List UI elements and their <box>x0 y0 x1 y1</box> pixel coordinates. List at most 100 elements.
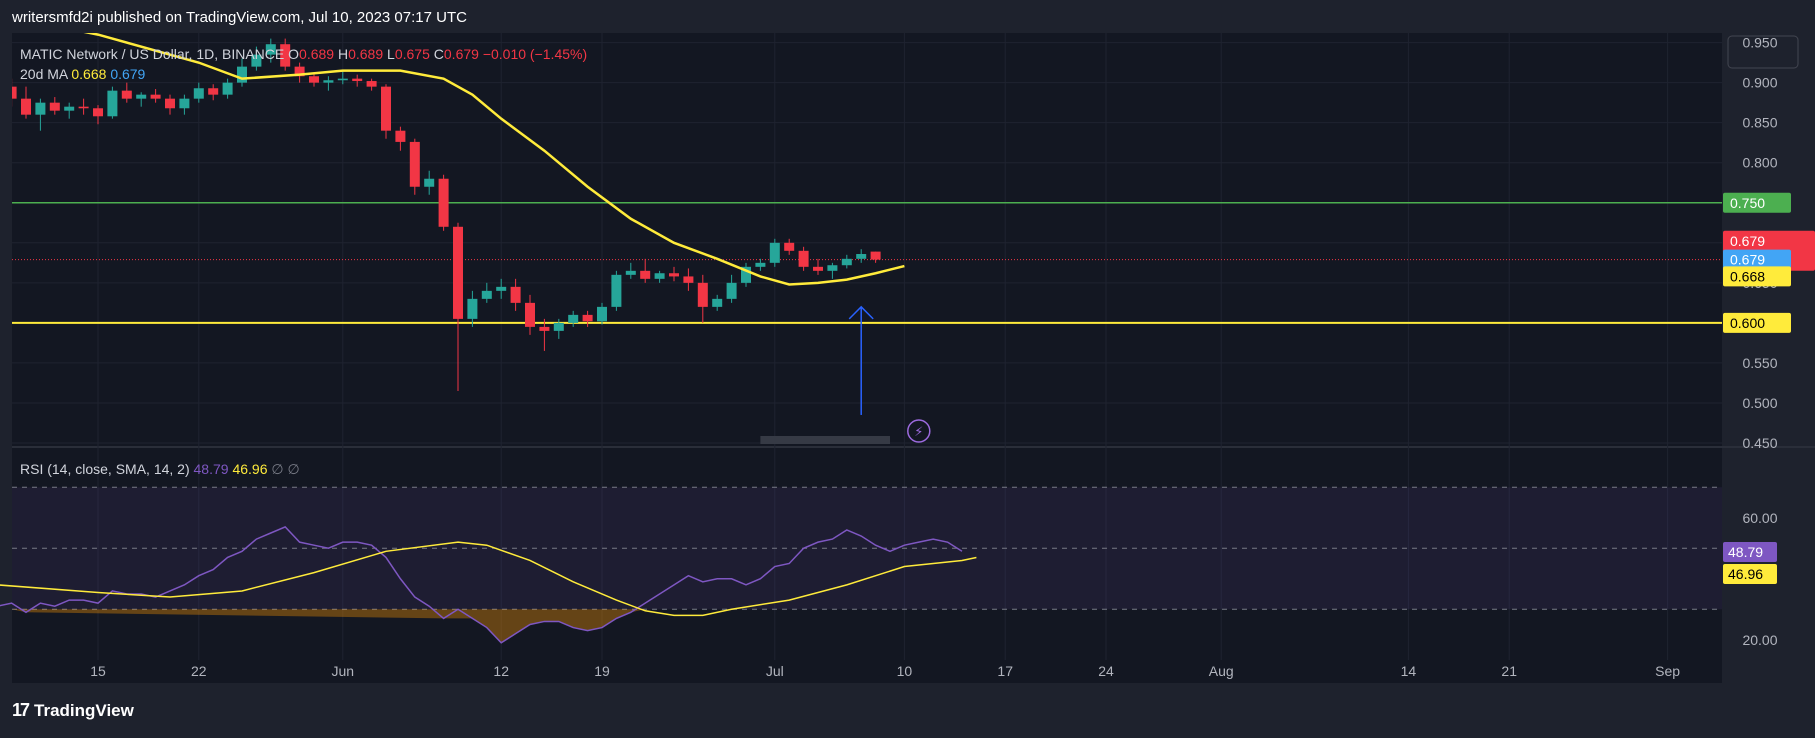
candle-down <box>798 250 809 267</box>
candle-down <box>93 108 103 117</box>
ohlc-legend: MATIC Network / US Dollar, 1D, BINANCE O… <box>20 46 587 62</box>
candle-up <box>467 298 478 319</box>
candlestick-series <box>12 38 881 391</box>
x-tick-label: 19 <box>594 663 610 679</box>
candle-up <box>193 88 204 99</box>
annotations: ⚡ <box>760 305 931 444</box>
candle-up <box>625 270 636 275</box>
x-tick-label: Jul <box>766 663 784 679</box>
candle-up <box>64 106 75 111</box>
price-tick-label: 0.800 <box>1742 155 1777 171</box>
lightning-glyph: ⚡ <box>914 424 923 439</box>
legend-c-value: 0.679 <box>444 46 483 62</box>
tradingview-footer[interactable]: 17 TradingView <box>12 700 134 721</box>
legend-o-value: 0.689 <box>299 46 338 62</box>
candle-up <box>741 266 751 283</box>
candle-down <box>683 276 694 283</box>
candle-down <box>539 326 550 331</box>
candle-down <box>582 314 593 322</box>
candle-down <box>352 78 363 82</box>
candle-down <box>208 88 219 95</box>
candle-down <box>12 86 17 99</box>
legend-h-value: 0.689 <box>348 46 387 62</box>
candle-up <box>654 273 665 279</box>
candle-down <box>453 226 463 319</box>
legend-ma-value1: 0.668 <box>71 66 110 82</box>
scroll-indicator <box>760 436 890 444</box>
legend-rsi-na2: ∅ <box>287 461 299 477</box>
legend-ma-label: 20d MA <box>20 66 71 82</box>
candle-up <box>136 94 147 99</box>
candle-up <box>755 262 766 267</box>
candle-down <box>150 94 161 99</box>
chart-area-bg <box>12 33 1722 683</box>
legend-change: −0.010 (−1.45%) <box>483 46 587 62</box>
ma20-line <box>83 33 905 286</box>
x-tick-label: Aug <box>1209 663 1234 679</box>
candle-down <box>165 98 175 109</box>
candle-down <box>669 273 679 277</box>
legend-o-label: O <box>288 46 299 62</box>
badge-ma-yellow: 0.668 <box>1730 268 1765 284</box>
candle-down <box>366 81 377 87</box>
candle-down <box>784 242 795 251</box>
price-badges: 0.7500.67916:42:490.6790.6680.60048.7946… <box>1723 35 1815 584</box>
candle-up <box>496 286 507 291</box>
moving-average-series <box>83 33 905 286</box>
x-tick-label: 15 <box>90 663 106 679</box>
candle-up <box>827 265 838 271</box>
candle-up <box>179 98 190 109</box>
candle-down <box>280 44 291 67</box>
candle-down <box>697 282 708 307</box>
candle-down <box>78 106 89 109</box>
rsi-oversold-fill <box>11 609 646 643</box>
x-tick-label: 21 <box>1501 663 1517 679</box>
badge-ma-yellow-bg <box>1723 266 1791 287</box>
candle-up <box>107 90 118 117</box>
x-tick-label: 10 <box>897 663 913 679</box>
badge-ma-blue-bg <box>1723 249 1791 270</box>
tradingview-brand: TradingView <box>34 700 134 720</box>
candle-down <box>294 66 305 77</box>
candle-up <box>597 306 607 322</box>
candle-down <box>438 178 449 227</box>
candle-up <box>323 80 334 83</box>
candle-up <box>856 254 867 259</box>
arrow-head <box>848 305 874 320</box>
badge-rsi-ma: 46.96 <box>1728 566 1763 582</box>
price-tick-label: 0.550 <box>1742 355 1777 371</box>
candle-up <box>568 314 579 323</box>
rsi-legend: RSI (14, close, SMA, 14, 2) 48.79 46.96 … <box>20 461 300 477</box>
chart-legend: MATIC Network / US Dollar, 1D, BINANCE O… <box>20 46 587 477</box>
badge-rsi-bg <box>1723 541 1777 562</box>
candle-up <box>35 102 46 115</box>
candle-up <box>237 66 247 83</box>
legend-ma-value2: 0.679 <box>110 66 145 82</box>
candle-up <box>424 178 435 187</box>
badge-level-upper: 0.750 <box>1730 195 1765 211</box>
rsi-tick-label: 20.00 <box>1742 632 1777 648</box>
x-tick-label: 17 <box>997 663 1013 679</box>
badge-last-price: 0.679 <box>1730 233 1765 249</box>
ma-group <box>83 33 905 286</box>
candle-down <box>121 90 132 99</box>
price-tick-label: 0.850 <box>1742 115 1777 131</box>
candle-down <box>870 251 881 260</box>
candle-up <box>726 282 737 299</box>
x-tick-label: 22 <box>191 663 207 679</box>
candle-up <box>769 242 780 263</box>
candle-up <box>222 82 233 95</box>
candle-down <box>813 266 823 271</box>
price-tick-label: 0.900 <box>1742 75 1777 91</box>
legend-rsi-na1: ∅ <box>271 461 287 477</box>
candle-up <box>841 258 852 266</box>
badge-level-lower: 0.600 <box>1730 315 1765 331</box>
x-tick-label: Sep <box>1655 663 1680 679</box>
legend-rsi-ma-value: 46.96 <box>232 461 271 477</box>
x-tick-label: 14 <box>1401 663 1417 679</box>
x-tick-label: 24 <box>1098 663 1114 679</box>
candle-down <box>510 286 521 303</box>
rsi-tick-label: 60.00 <box>1742 510 1777 526</box>
